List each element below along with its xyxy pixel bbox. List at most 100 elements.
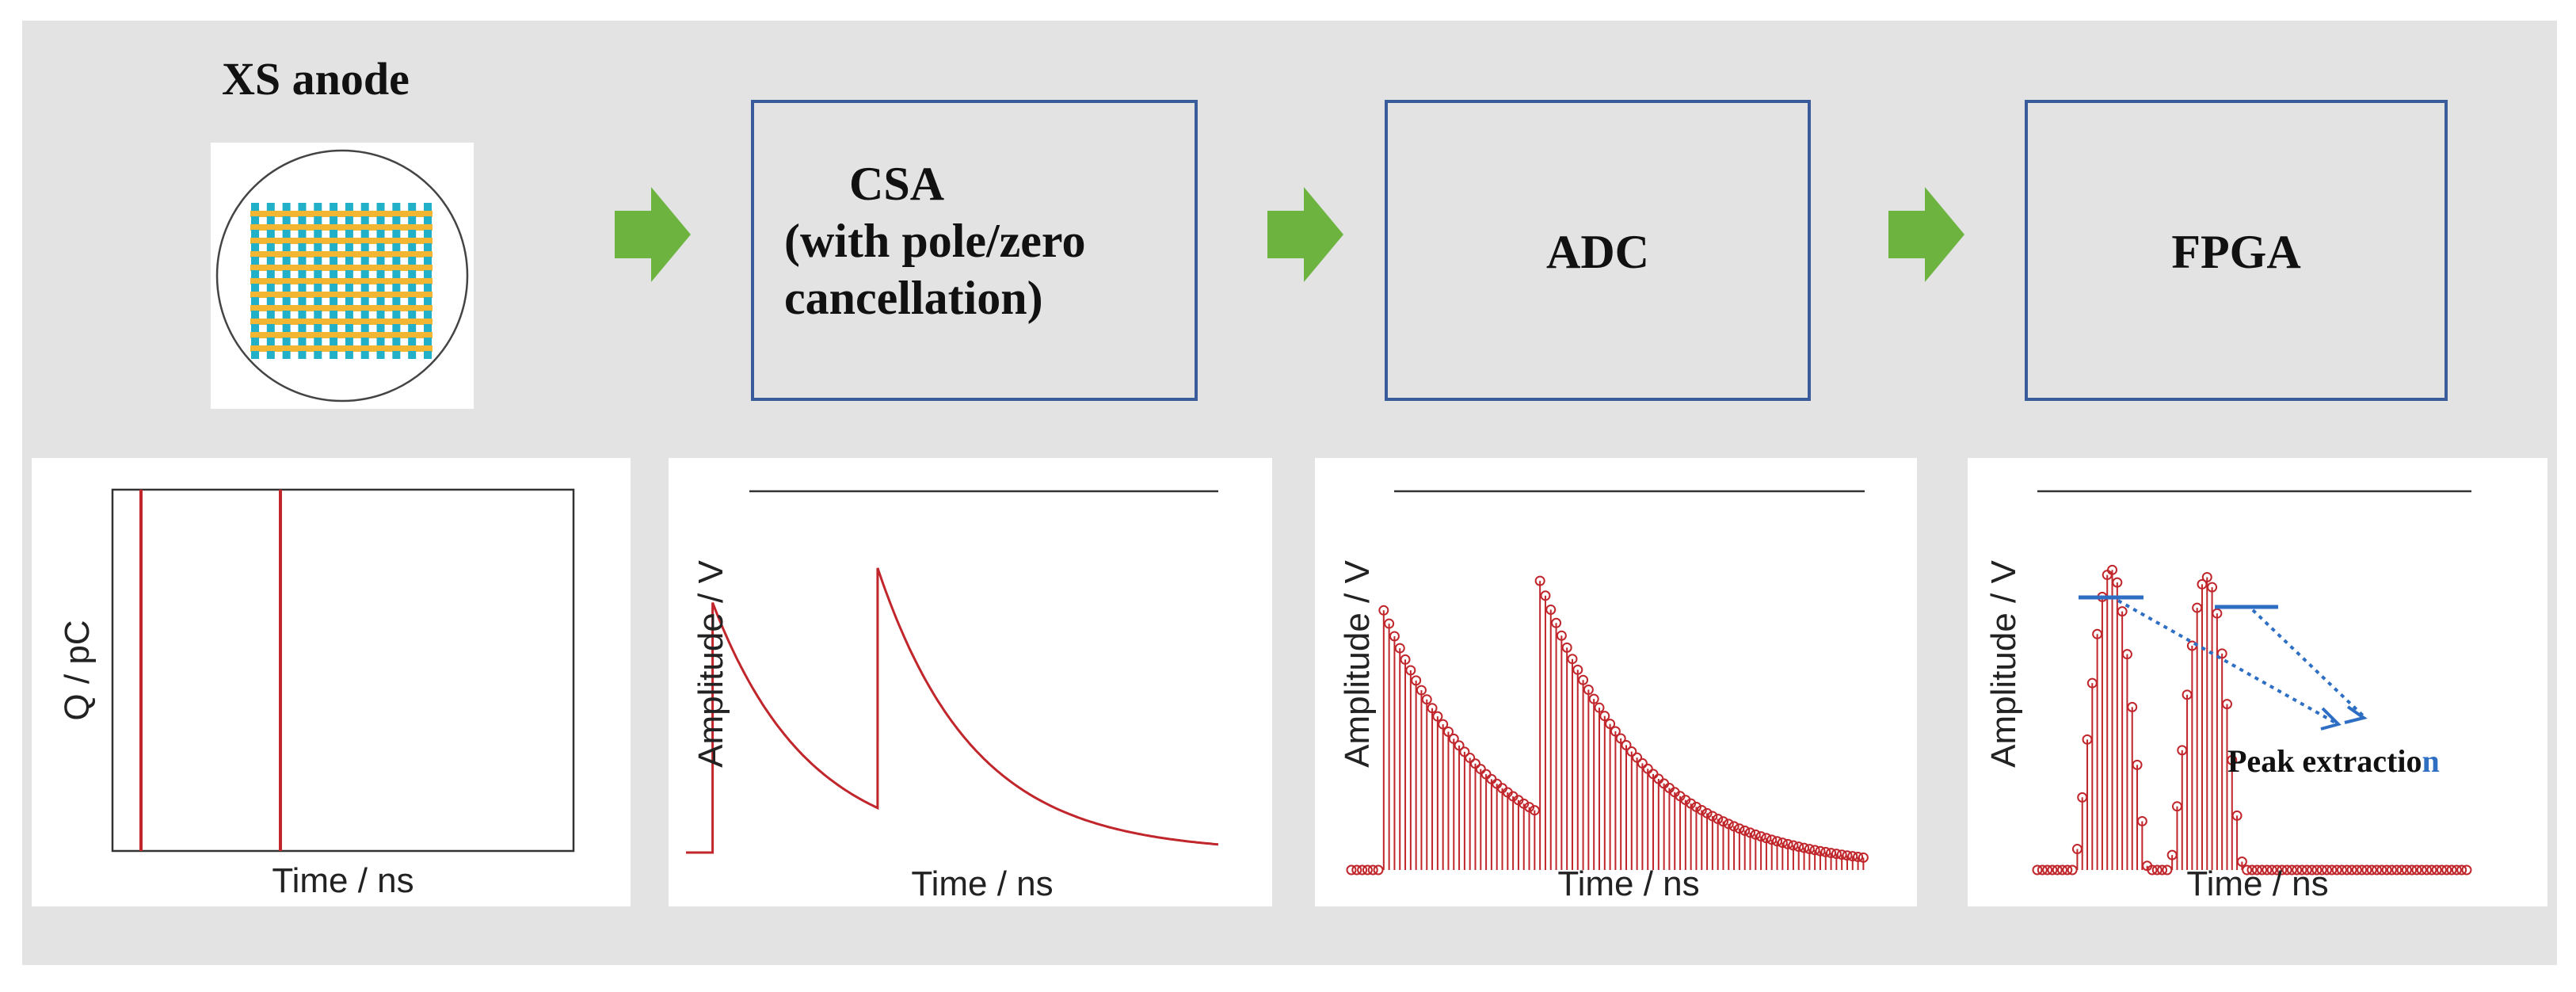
sample-point (1545, 604, 1557, 615)
sample-point (2266, 864, 2277, 876)
sample-point (2422, 864, 2433, 876)
sample-point (1599, 711, 1610, 722)
sample-point (1351, 864, 1362, 876)
sample-point (1858, 852, 1869, 863)
sample-point (2307, 864, 2318, 876)
sample-point (1561, 642, 1572, 653)
charge-plot-panel: Time / ns Q / pC (32, 458, 631, 906)
sample-point (1734, 823, 1745, 834)
sample-point (1529, 805, 1540, 816)
sample-point (2436, 864, 2447, 876)
sample-point (2406, 864, 2418, 876)
sample-point (2157, 864, 2168, 876)
sample-point (1701, 807, 1713, 818)
sample-point (1637, 757, 1648, 769)
peak-arrow (2117, 599, 2336, 724)
sample-point (1384, 618, 1395, 629)
sample-point (2136, 815, 2147, 826)
csa-box (751, 100, 1198, 401)
sample-point (1750, 829, 1761, 840)
csa-plot-panel: Time / ns Amplitude / V (669, 458, 1272, 906)
sample-point (1847, 851, 1858, 862)
x-axis-label: Time / ns (2186, 864, 2328, 903)
sample-point (2132, 759, 2143, 770)
sample-point (2227, 754, 2238, 765)
csa-plot: Time / ns Amplitude / V (686, 490, 1219, 903)
arrow-right-icon (615, 187, 691, 282)
y-axis-label: Amplitude / V (1984, 560, 2023, 768)
arrow-right-icon (1267, 187, 1343, 282)
sample-point (2112, 577, 2123, 588)
sample-point (1766, 834, 1778, 845)
sample-point (2331, 864, 2342, 876)
sample-point (2326, 864, 2338, 876)
sample-point (2336, 864, 2347, 876)
csa-label-line: CSA (849, 158, 945, 210)
sample-point (1815, 845, 1826, 857)
sample-point (2127, 701, 2138, 712)
sample-point (1346, 864, 1357, 876)
sample-point (1567, 654, 1578, 665)
sample-point (2316, 864, 2327, 876)
sample-point (2396, 864, 2407, 876)
sample-point (1405, 665, 1416, 676)
sample-point (2372, 864, 2383, 876)
sample-point (2366, 864, 2377, 876)
sample-point (2357, 864, 2368, 876)
csa-signal-line (686, 567, 1219, 854)
sample-point (1578, 674, 1589, 685)
sample-point (1421, 694, 1432, 705)
sample-point (1615, 733, 1626, 744)
sample-point (1836, 849, 1847, 860)
sample-point (1788, 840, 1799, 851)
sample-point (2201, 571, 2212, 582)
sample-point (1777, 837, 1788, 849)
sample-point (2391, 864, 2403, 876)
sample-point (1556, 630, 1567, 641)
sample-point (2262, 864, 2273, 876)
adc-plot: Time / ns Amplitude / V (1338, 490, 1869, 903)
charge-plot: Time / ns Q / pC (58, 488, 575, 900)
csa-label-line: cancellation) (784, 272, 1043, 324)
sample-point (1723, 818, 1734, 830)
sample-point (2426, 864, 2437, 876)
sample-point (2117, 606, 2128, 617)
sample-point (2052, 864, 2063, 876)
sample-point (1686, 798, 1697, 809)
csa-label: CSA (with pole/zero cancellation) (770, 155, 1182, 326)
sample-point (1782, 838, 1793, 849)
sample-point (1826, 848, 1837, 859)
sample-point (2121, 649, 2132, 660)
sample-point (1442, 726, 1454, 737)
sample-point (1448, 733, 1459, 744)
sample-point (2416, 864, 2427, 876)
sample-point (2386, 864, 2397, 876)
sample-point (2231, 810, 2243, 821)
sample-point (1469, 758, 1480, 769)
sample-point (2251, 864, 2262, 876)
sample-point (1357, 864, 1368, 876)
sample-point (1432, 711, 1443, 722)
anode-grid-icon (215, 149, 469, 403)
fpga-plot: Peak extraction Time / ns Amplitude / V (1984, 490, 2472, 903)
sample-point (2257, 864, 2268, 876)
sample-point (2062, 864, 2073, 876)
sample-point (2246, 864, 2258, 876)
sample-point (1583, 685, 1594, 696)
fpga-plot-panel: Peak extraction Time / ns Amplitude / V (1968, 458, 2547, 906)
sample-point (1416, 685, 1427, 696)
adc-box (1385, 100, 1811, 401)
sample-point (2311, 864, 2323, 876)
sample-point (1572, 664, 1583, 675)
arrow-right-icon (1888, 187, 1964, 282)
sample-point (2401, 864, 2412, 876)
sample-point (1610, 726, 1621, 737)
sample-point (1793, 841, 1804, 853)
adc-plot-panel: Time / ns Amplitude / V (1315, 458, 1917, 906)
sample-point (1804, 844, 1815, 855)
sample-point (1621, 739, 1632, 750)
sample-point (1626, 746, 1637, 757)
sample-point (2461, 864, 2472, 876)
sample-point (1389, 631, 1400, 642)
sample-point (1831, 849, 1842, 860)
